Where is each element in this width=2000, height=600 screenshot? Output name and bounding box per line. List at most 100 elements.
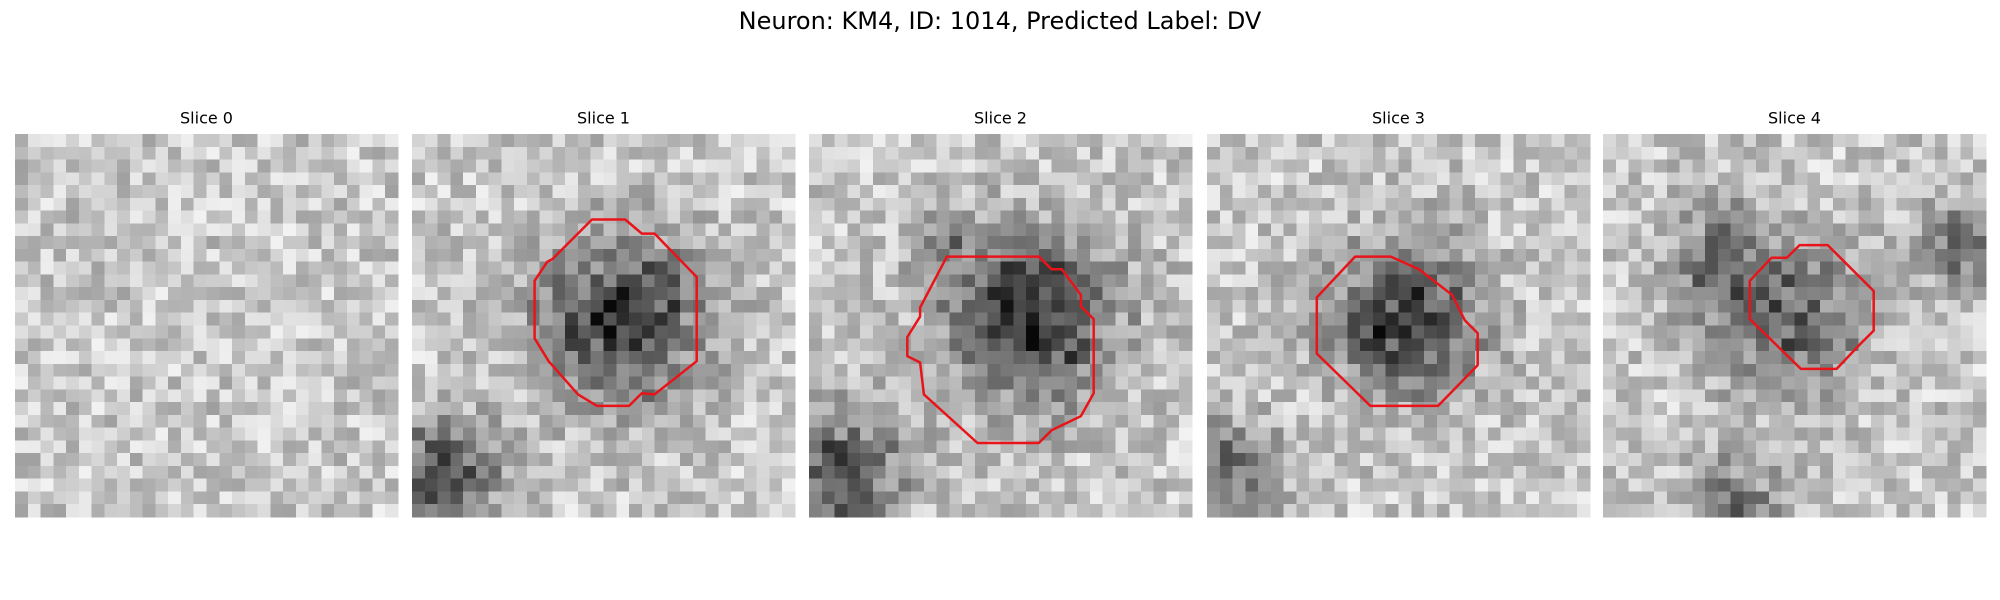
pixel: [1768, 261, 1783, 275]
pixel: [385, 236, 399, 250]
pixel: [885, 465, 899, 479]
pixel: [1538, 236, 1552, 250]
pixel: [731, 491, 745, 505]
pixel: [1115, 299, 1129, 314]
pixel: [193, 197, 207, 211]
pixel: [180, 223, 195, 237]
pixel: [1089, 440, 1103, 454]
pixel: [1832, 159, 1846, 173]
pixel: [1973, 287, 1987, 301]
pixel: [1781, 478, 1795, 492]
pixel: [1347, 236, 1361, 250]
pixel: [1334, 261, 1348, 275]
pixel: [232, 261, 246, 275]
pixel: [1538, 351, 1552, 365]
pixel: [1934, 146, 1948, 160]
pixel: [180, 465, 195, 479]
pixel: [66, 287, 80, 301]
pixel: [809, 363, 823, 377]
pixel: [911, 453, 925, 467]
pixel: [193, 504, 207, 518]
pixel: [847, 312, 861, 326]
pixel: [1538, 376, 1552, 390]
pixel: [1692, 338, 1706, 352]
pixel: [1717, 159, 1731, 173]
pixel: [1207, 325, 1221, 339]
pixel: [91, 440, 105, 454]
pixel: [936, 312, 950, 326]
pixel: [1038, 185, 1052, 199]
pixel: [295, 146, 309, 160]
pixel: [1038, 236, 1052, 250]
pixel: [129, 197, 143, 211]
pixel: [1743, 172, 1757, 186]
pixel: [1179, 185, 1193, 199]
pixel: [936, 299, 950, 314]
pixel: [1360, 325, 1374, 339]
pixel: [232, 236, 246, 250]
pixel: [1679, 440, 1693, 454]
pixel: [270, 363, 284, 377]
pixel: [1462, 351, 1476, 365]
pixel: [1270, 351, 1284, 365]
pixel: [1896, 159, 1910, 173]
pixel: [1115, 197, 1129, 211]
pixel: [552, 453, 566, 467]
pixel: [1679, 504, 1693, 518]
pixel: [1641, 376, 1655, 390]
pixel: [1692, 172, 1706, 186]
pixel: [809, 491, 823, 505]
pixel: [78, 172, 92, 186]
pixel: [1960, 402, 1974, 416]
pixel: [1692, 223, 1706, 237]
pixel: [1603, 172, 1617, 186]
pixel: [1283, 389, 1297, 403]
pixel: [1615, 351, 1629, 365]
pixel: [911, 134, 925, 148]
pixel: [923, 146, 937, 160]
pixel: [514, 287, 528, 301]
pixel: [1089, 185, 1103, 199]
pixel: [424, 440, 438, 454]
pixel: [1934, 185, 1948, 199]
pixel: [1538, 427, 1552, 441]
pixel: [1564, 134, 1578, 148]
pixel: [1896, 299, 1910, 314]
pixel: [1064, 287, 1078, 301]
pixel: [1960, 338, 1974, 352]
pixel: [782, 427, 796, 441]
pixel: [936, 376, 950, 390]
pixel: [1207, 248, 1221, 262]
pixel: [1102, 440, 1116, 454]
pixel: [91, 363, 105, 377]
pixel: [962, 197, 976, 211]
pixel: [782, 172, 796, 186]
pixel: [949, 261, 963, 275]
pixel: [463, 402, 477, 416]
pixel: [346, 402, 360, 416]
pixel: [1347, 274, 1361, 288]
pixel: [1717, 402, 1731, 416]
pixel: [1283, 504, 1297, 518]
pixel: [193, 312, 207, 326]
pixel: [872, 491, 886, 505]
pixel: [962, 134, 976, 148]
pixel: [1934, 261, 1948, 275]
pixel: [424, 197, 438, 211]
pixel: [809, 185, 823, 199]
pixel: [1372, 236, 1387, 250]
pixel: [1207, 236, 1221, 250]
pixel: [1858, 453, 1872, 467]
pixel: [1730, 172, 1744, 186]
pixel: [1947, 351, 1961, 365]
pixel: [450, 312, 464, 326]
pixel: [1102, 159, 1116, 173]
pixel: [974, 223, 989, 237]
pixel: [1934, 465, 1948, 479]
pixel: [334, 299, 348, 314]
pixel: [949, 351, 963, 365]
pixel: [1166, 236, 1180, 250]
pixel: [1692, 478, 1706, 492]
pixel: [308, 172, 322, 186]
pixel: [437, 172, 451, 186]
